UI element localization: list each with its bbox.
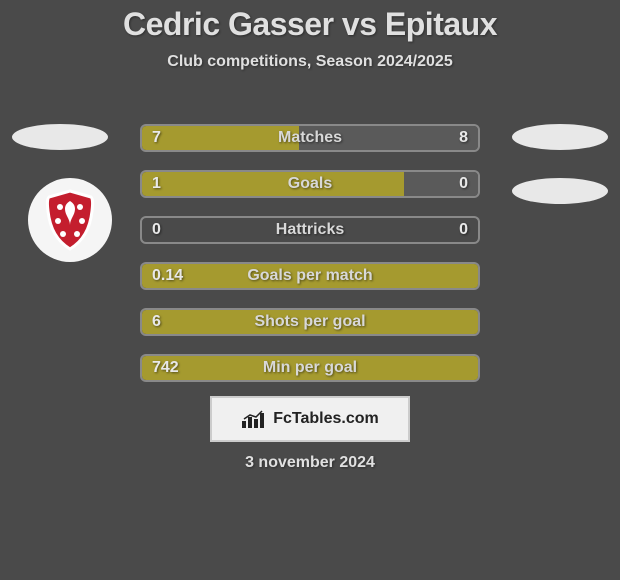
stat-label: Goals — [288, 175, 332, 193]
stat-value-right: 0 — [459, 175, 468, 193]
infographic-container: Cedric Gasser vs Epitaux Club competitio… — [0, 0, 620, 580]
stat-label: Min per goal — [263, 359, 357, 377]
placeholder-oval-top-left — [12, 124, 108, 150]
footer-date: 3 november 2024 — [245, 454, 375, 472]
stat-label: Hattricks — [276, 221, 344, 239]
bar-left — [142, 172, 404, 196]
placeholder-oval-top-right — [512, 124, 608, 150]
bar-left — [142, 126, 299, 150]
shield-icon — [43, 189, 97, 251]
stat-row-mpg: 742 Min per goal — [140, 354, 480, 382]
club-badge — [28, 178, 112, 262]
stat-value-right: 0 — [459, 221, 468, 239]
brand-text: FcTables.com — [273, 410, 379, 428]
stat-label: Shots per goal — [254, 313, 365, 331]
stat-value-right: 8 — [459, 129, 468, 147]
stat-value-left: 6 — [152, 313, 161, 331]
chart-icon — [241, 409, 267, 429]
placeholder-oval-mid-right — [512, 178, 608, 204]
stat-value-left: 1 — [152, 175, 161, 193]
stat-value-left: 0 — [152, 221, 161, 239]
stat-value-left: 7 — [152, 129, 161, 147]
stat-label: Goals per match — [247, 267, 372, 285]
stat-row-gpm: 0.14 Goals per match — [140, 262, 480, 290]
stat-value-left: 0.14 — [152, 267, 183, 285]
stat-row-hattricks: 0 Hattricks 0 — [140, 216, 480, 244]
stat-row-goals: 1 Goals 0 — [140, 170, 480, 198]
stat-row-matches: 7 Matches 8 — [140, 124, 480, 152]
brand-box[interactable]: FcTables.com — [210, 396, 410, 442]
page-title: Cedric Gasser vs Epitaux — [0, 0, 620, 43]
stats-panel: 7 Matches 8 1 Goals 0 0 Hattricks 0 0.14… — [140, 124, 480, 400]
subtitle: Club competitions, Season 2024/2025 — [0, 53, 620, 71]
stat-row-spg: 6 Shots per goal — [140, 308, 480, 336]
stat-label: Matches — [278, 129, 342, 147]
stat-value-left: 742 — [152, 359, 179, 377]
